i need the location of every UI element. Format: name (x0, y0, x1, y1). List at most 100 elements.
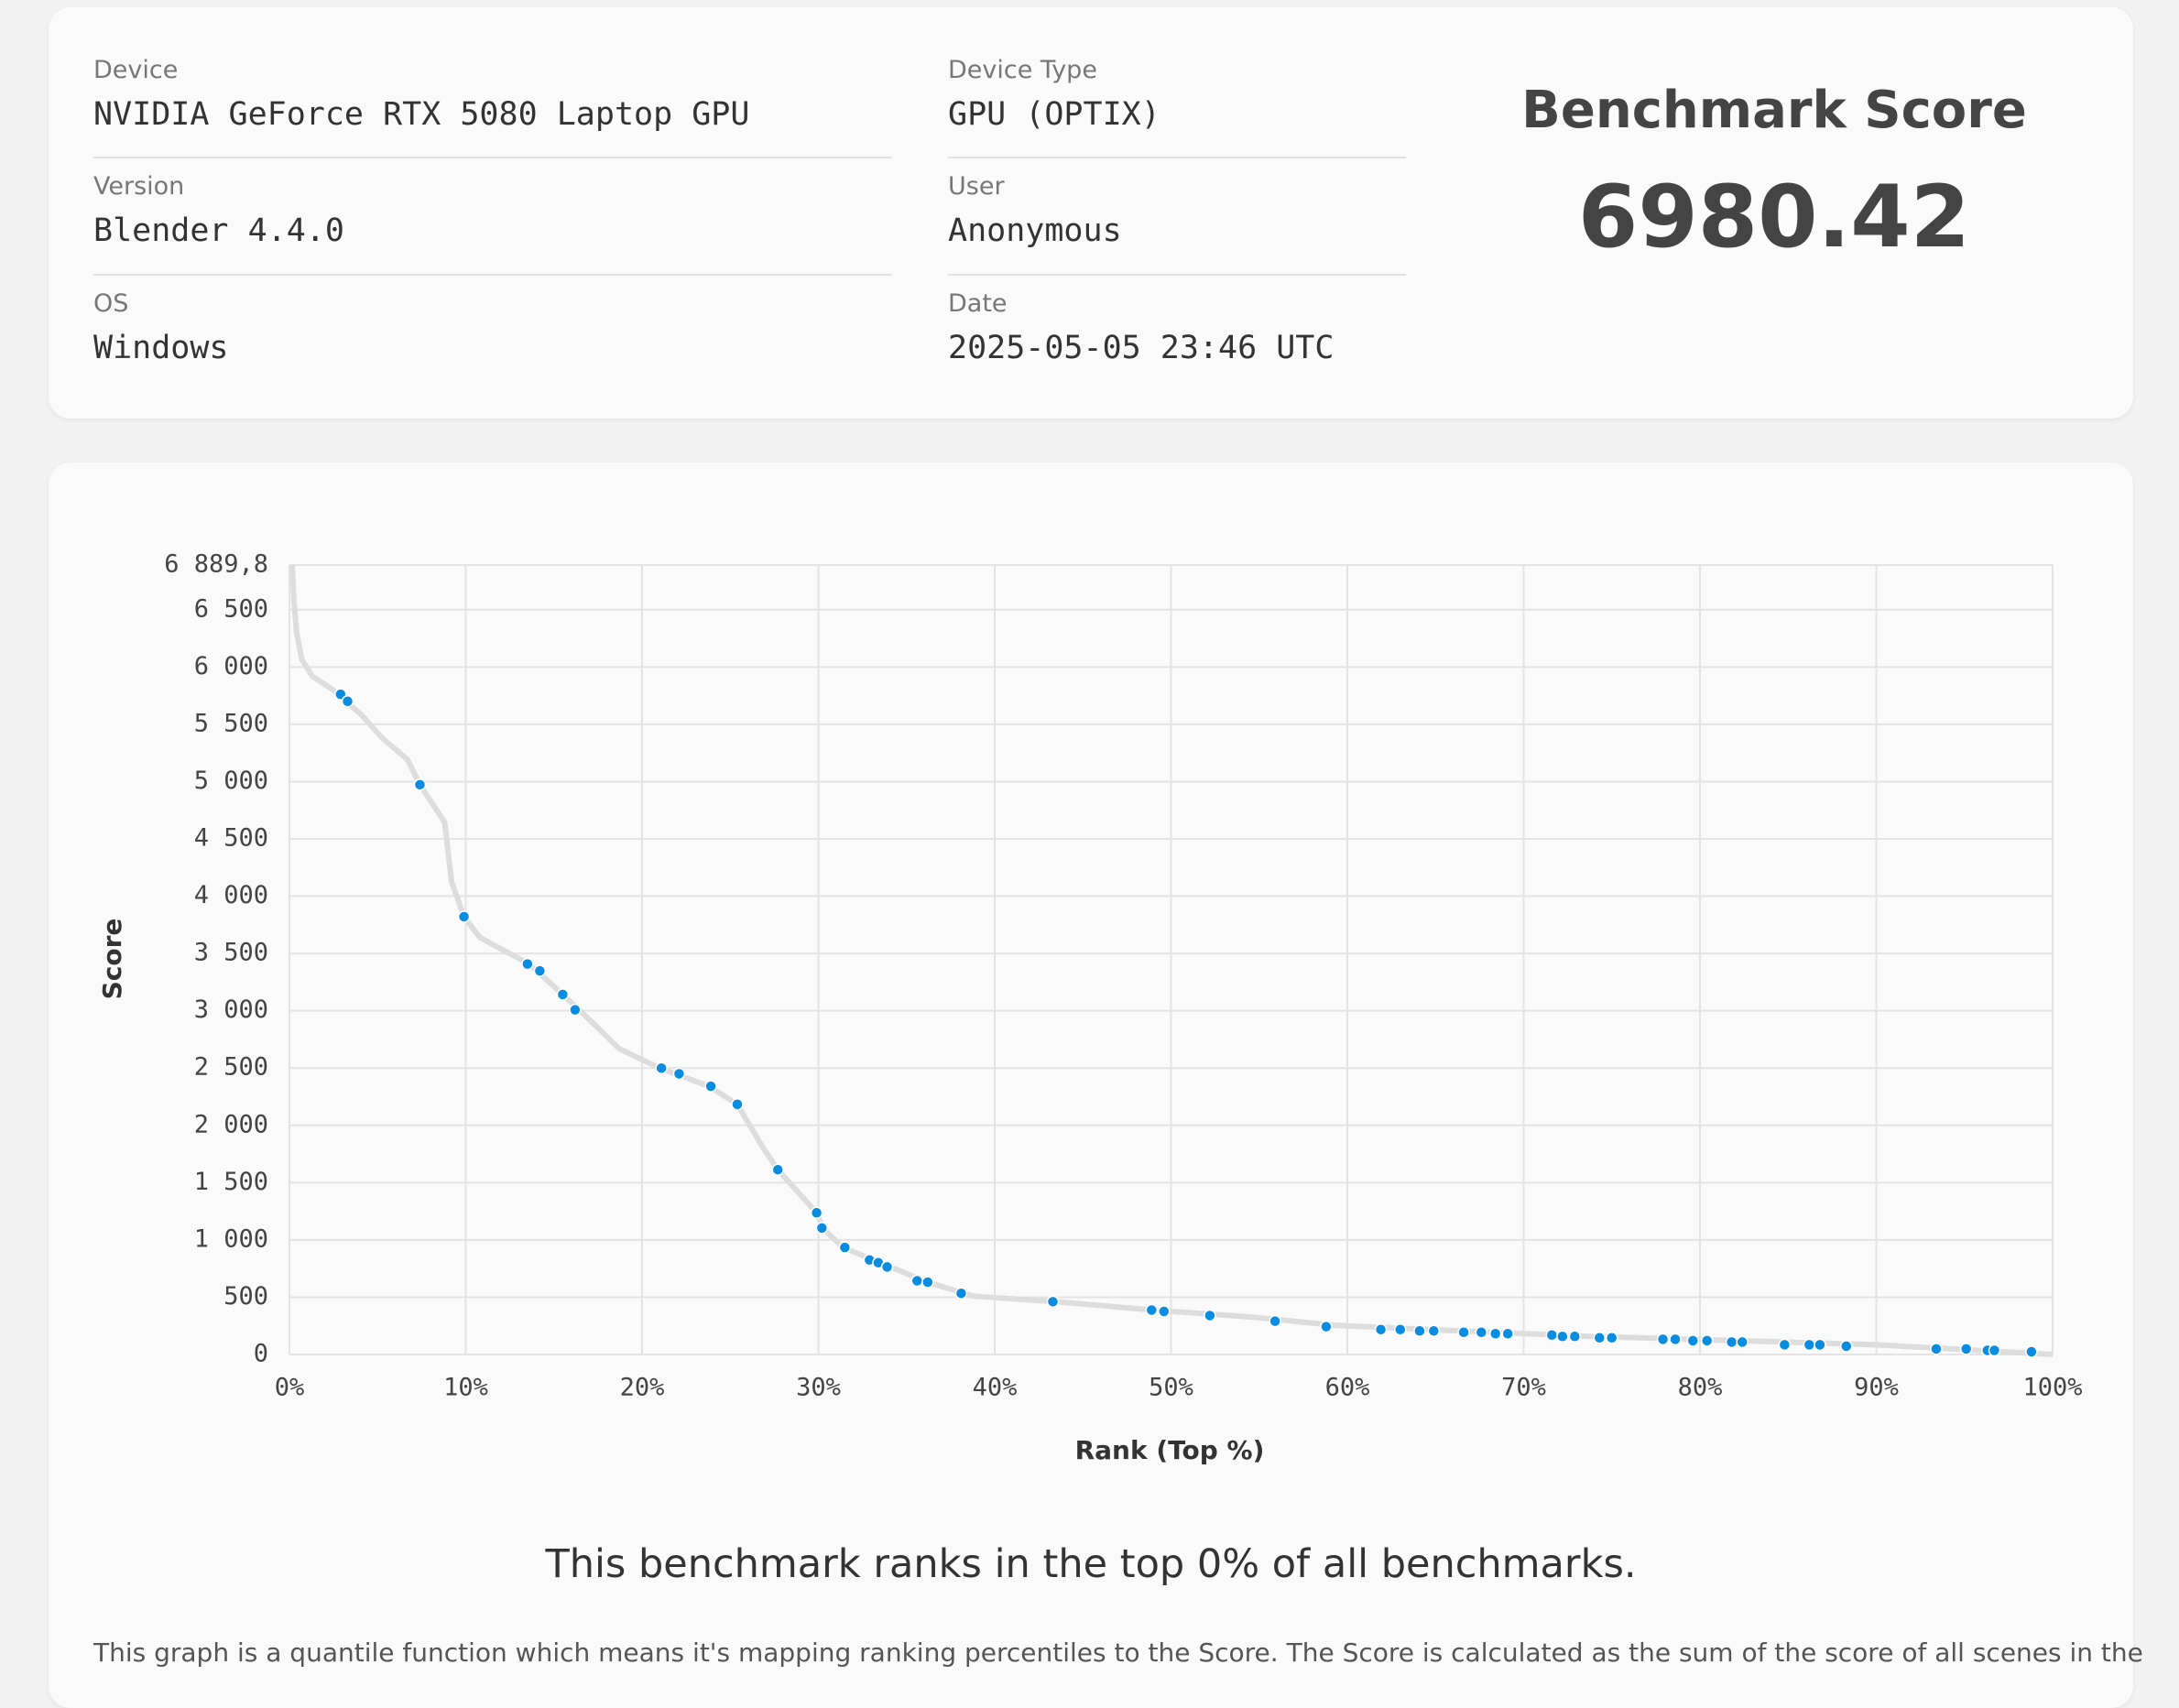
point (1686, 1334, 1700, 1347)
point (1814, 1338, 1826, 1352)
point (1556, 1330, 1569, 1343)
point (556, 988, 570, 1001)
y-tick-label: 4 500 (194, 823, 268, 852)
point (771, 1163, 784, 1176)
x-tick-label: 50% (1149, 1374, 1193, 1402)
point (880, 1260, 894, 1274)
point (1840, 1340, 1853, 1353)
point (2025, 1345, 2038, 1358)
y-tick-label: 3 500 (194, 939, 268, 967)
x-tick-label: 20% (620, 1374, 665, 1402)
y-tick-label: 0 (254, 1340, 268, 1368)
divider (948, 274, 1406, 276)
x-tick-label: 60% (1325, 1374, 1370, 1402)
point (1725, 1335, 1738, 1349)
field-label: Device (93, 56, 179, 84)
field-label: Version (93, 172, 185, 201)
chart: Score Rank (Top %) 0 500 1 000 1 500 2 000 2 … (97, 550, 2083, 1466)
description: This graph is a quantile function which … (93, 1637, 2143, 1668)
point (1988, 1344, 2001, 1357)
point (731, 1098, 744, 1111)
point (838, 1241, 852, 1254)
x-tick-label: 40% (973, 1374, 1018, 1402)
x-tick-label: 10% (443, 1374, 488, 1402)
point (1488, 1327, 1502, 1340)
point (1656, 1333, 1670, 1346)
x-tick-label: 30% (796, 1374, 841, 1402)
point (1046, 1295, 1060, 1309)
point (569, 1003, 582, 1017)
y-tick-label: 6 000 (194, 652, 268, 680)
summary: This benchmark ranks in the top 0% of al… (545, 1541, 1637, 1587)
field-label: Date (948, 289, 1008, 318)
point (1736, 1335, 1749, 1349)
field-label: User (948, 172, 1005, 201)
y-tick-label: 500 (223, 1282, 268, 1311)
point (810, 1206, 823, 1219)
y-tick-label: 1 500 (194, 1168, 268, 1196)
y-tick-label: 4 000 (194, 881, 268, 909)
point (672, 1067, 686, 1081)
point (1413, 1324, 1426, 1337)
point (1959, 1343, 1973, 1355)
point (1778, 1338, 1792, 1352)
y-tick-label: 5 500 (194, 709, 268, 737)
field-value: 2025-05-05 23:46 UTC (948, 330, 1335, 366)
point (1269, 1314, 1281, 1328)
y-tick-label: 3 000 (194, 995, 268, 1024)
point (1930, 1343, 1943, 1355)
point (1158, 1305, 1171, 1318)
divider (93, 157, 892, 158)
line (289, 564, 2054, 1357)
info-card: Device NVIDIA GeForce RTX 5080 Laptop GP… (49, 7, 2133, 419)
point (521, 957, 534, 971)
point (1145, 1303, 1159, 1317)
field-value: Anonymous (948, 212, 1122, 249)
field-value: NVIDIA GeForce RTX 5080 Laptop GPU (93, 96, 750, 133)
field-value: Windows (93, 330, 229, 366)
field-value: GPU (OPTIX) (948, 96, 1160, 133)
point (533, 964, 547, 977)
point (704, 1080, 717, 1093)
x-tick-label: 100% (2022, 1374, 2082, 1402)
x-tick-label: 0% (275, 1374, 305, 1402)
field-label: OS (93, 289, 129, 318)
point (1545, 1328, 1559, 1342)
point (1803, 1338, 1816, 1352)
point (1475, 1325, 1488, 1339)
point (1204, 1309, 1216, 1322)
point (655, 1061, 668, 1075)
y-tick-label: 6 889,8 (164, 550, 268, 579)
score: 6980.42 (1577, 168, 1971, 267)
point (1700, 1334, 1714, 1347)
point (1374, 1322, 1388, 1336)
point (1427, 1324, 1441, 1337)
point (457, 910, 471, 923)
chart-card (49, 462, 2133, 1708)
x-axis-label: Rank (Top %) (1075, 1435, 1265, 1465)
y-tick-label: 5 000 (194, 767, 268, 795)
y-tick-label: 2 000 (194, 1110, 268, 1138)
x-tick-label: 90% (1854, 1374, 1899, 1402)
point (954, 1287, 968, 1300)
point (815, 1222, 829, 1235)
y-tick-label: 6 500 (194, 594, 268, 623)
point (1501, 1327, 1514, 1340)
point (1394, 1322, 1407, 1336)
y-axis-label: Score (97, 919, 127, 1000)
score-title: Benchmark Score (1521, 81, 2027, 140)
x-tick-label: 70% (1501, 1374, 1546, 1402)
field-label: Device Type (948, 56, 1097, 84)
point (1568, 1330, 1582, 1343)
point (1669, 1333, 1682, 1346)
point (1457, 1325, 1470, 1339)
field-value: Blender 4.4.0 (93, 212, 344, 249)
point (341, 694, 354, 708)
point (413, 778, 427, 791)
x-tick-label: 80% (1678, 1374, 1723, 1402)
divider (93, 274, 892, 276)
point (1593, 1331, 1607, 1344)
y-tick-label: 2 500 (194, 1053, 268, 1082)
divider (948, 157, 1406, 158)
